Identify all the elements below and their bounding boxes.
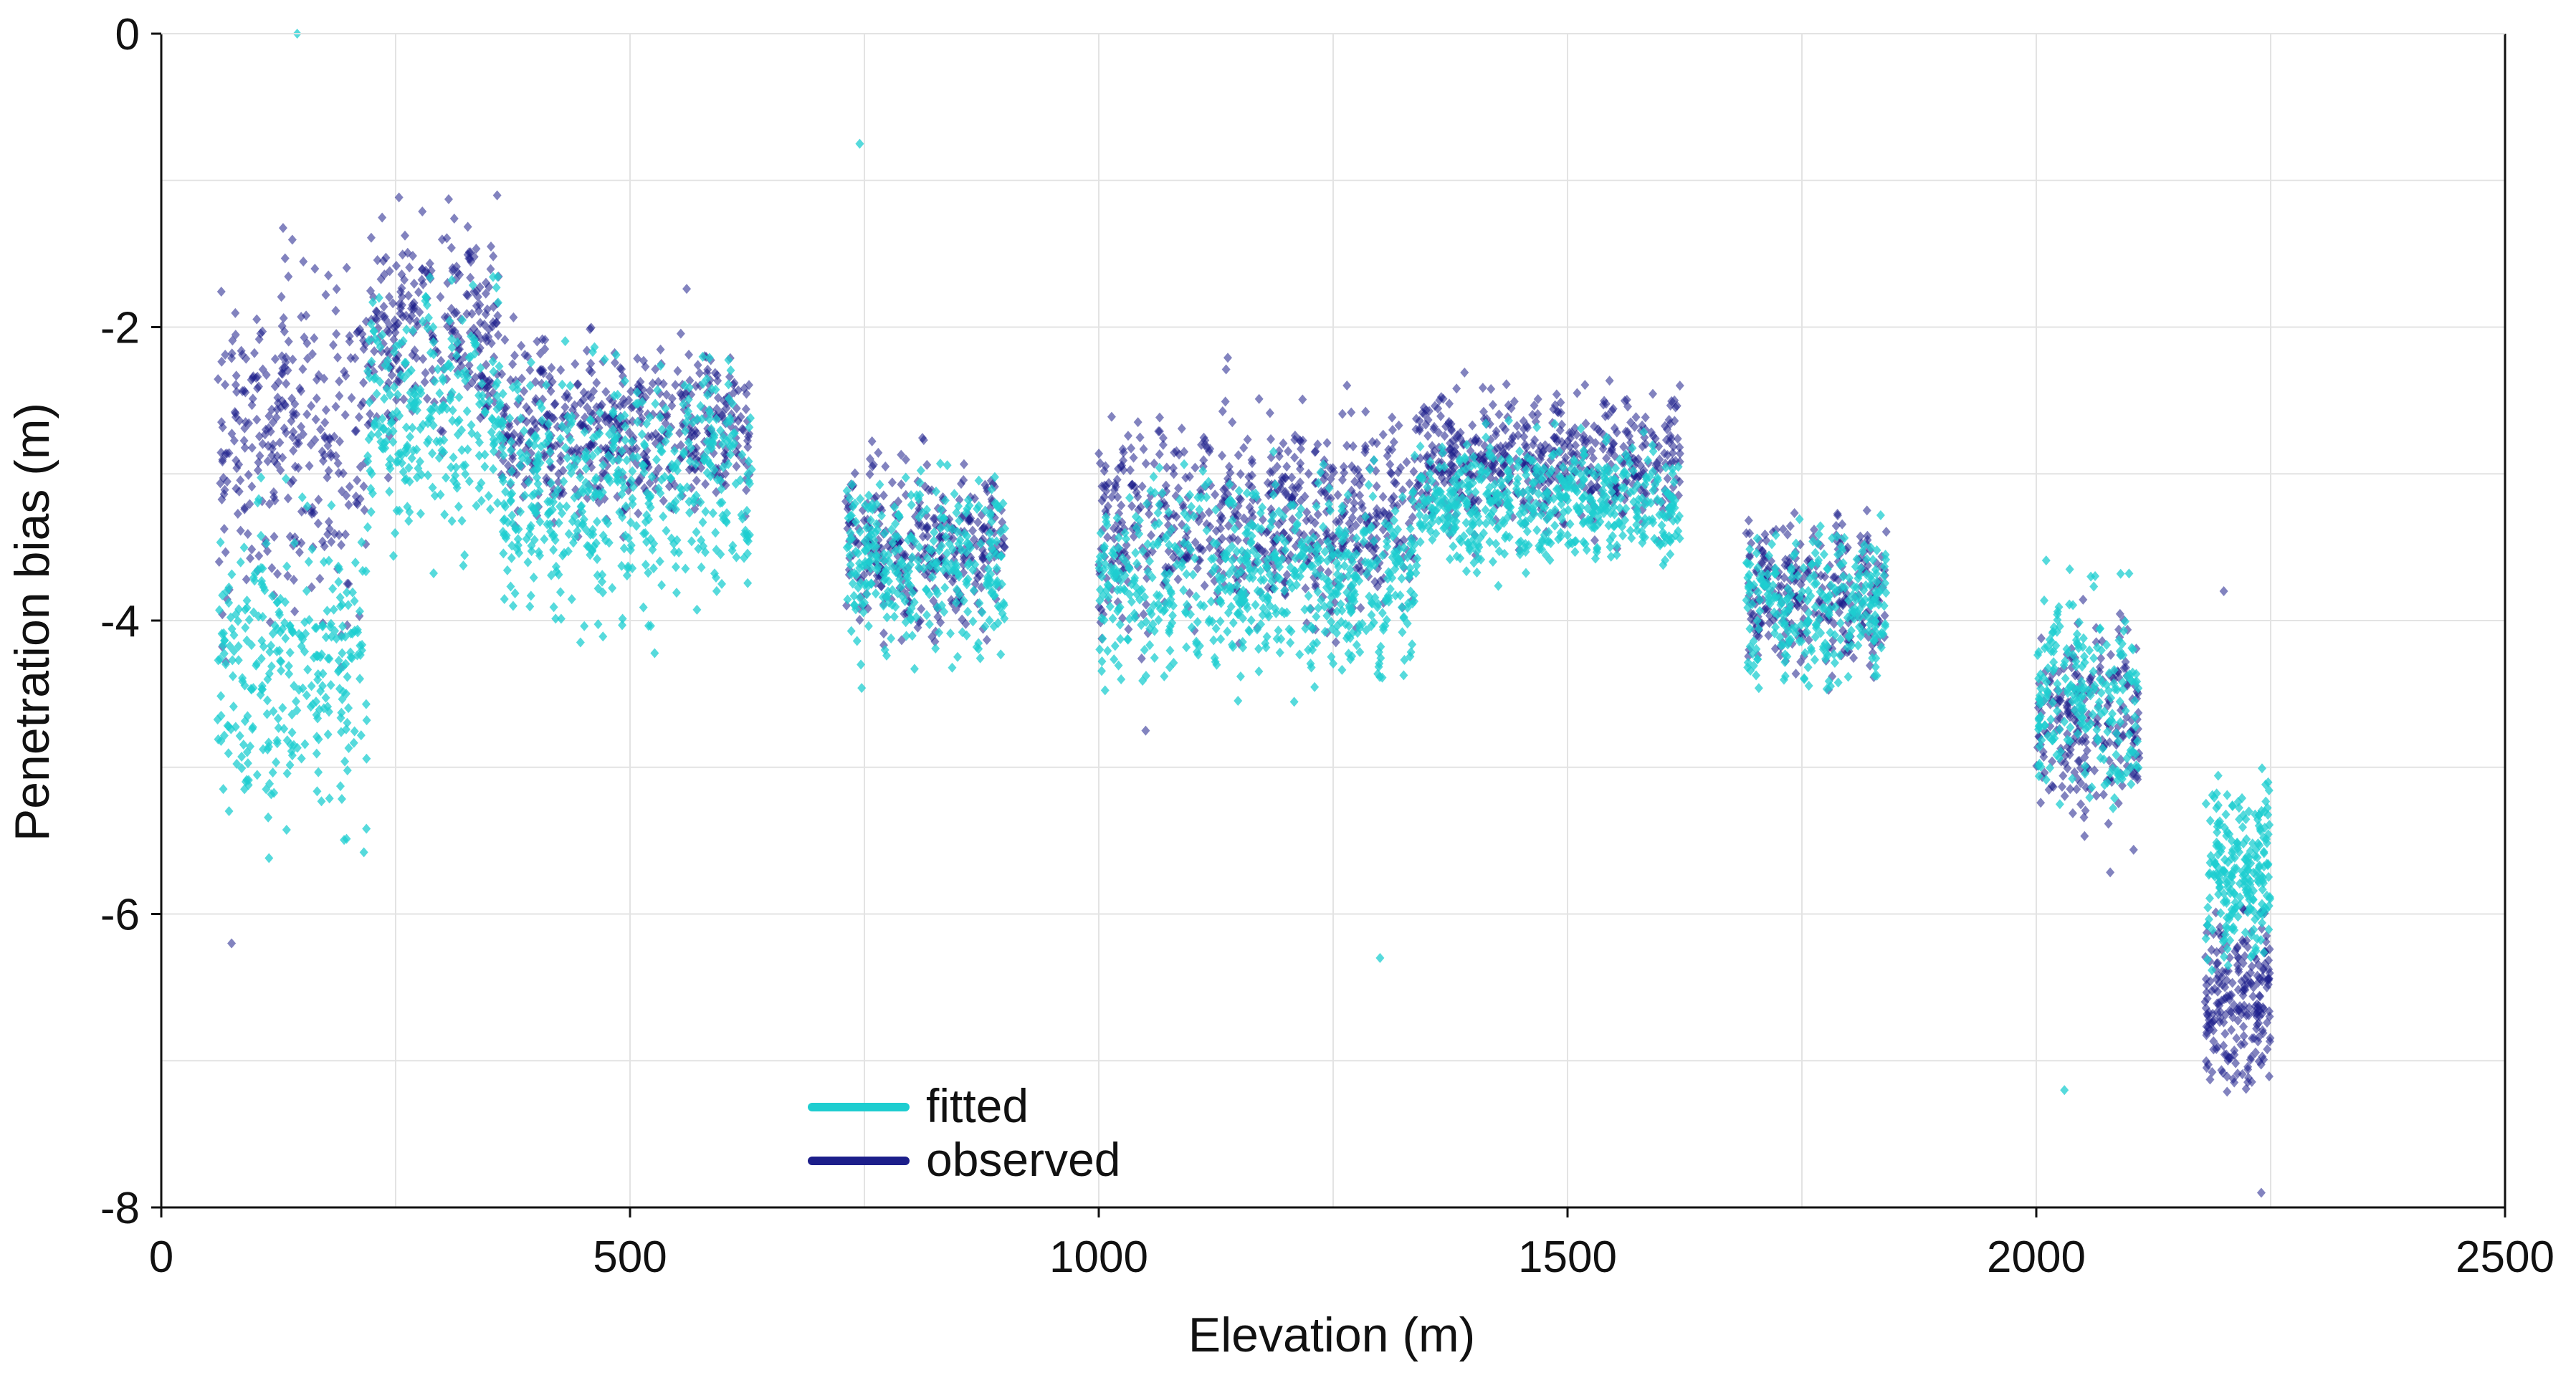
chart-background [0, 0, 2576, 1379]
